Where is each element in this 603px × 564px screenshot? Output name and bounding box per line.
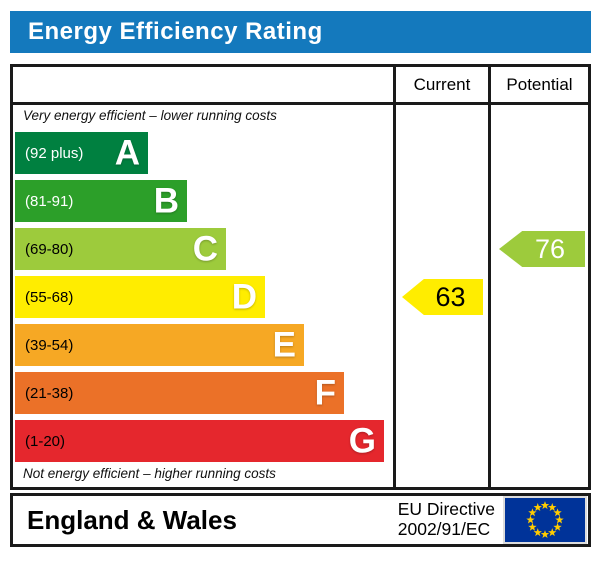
band-range-label: (21-38) <box>25 384 74 402</box>
band-letter: E <box>272 325 296 365</box>
band-letter: C <box>192 229 218 269</box>
band-range-label: (69-80) <box>25 240 74 258</box>
band-g: (1-20) G <box>15 420 384 462</box>
chart-title: Energy Efficiency Rating <box>28 18 323 45</box>
region-label: England & Wales <box>27 504 237 535</box>
potential-rating-value: 76 <box>534 233 566 264</box>
top-note: Very energy efficient – lower running co… <box>23 108 277 123</box>
footer-bar: England & Wales EU Directive 2002/91/EC <box>10 493 591 547</box>
header-divider <box>13 102 588 105</box>
column-header-current: Current <box>413 74 471 94</box>
band-d: (55-68) D <box>15 276 265 318</box>
eu-directive-label: EU Directive 2002/91/EC <box>398 500 495 539</box>
potential-rating-pointer: 76 <box>499 231 585 267</box>
band-letter: F <box>314 373 336 413</box>
band-letter: B <box>153 181 179 221</box>
current-rating-value: 63 <box>435 281 466 312</box>
band-range-label: (39-54) <box>25 336 74 354</box>
band-range-label: (92 plus) <box>25 144 84 162</box>
band-letter: G <box>348 421 376 461</box>
band-a: (92 plus) A <box>15 132 148 174</box>
bottom-note: Not energy efficient – higher running co… <box>23 466 276 481</box>
column-divider-current <box>393 67 396 487</box>
column-header-potential: Potential <box>506 74 573 94</box>
band-letter: A <box>114 133 140 173</box>
band-f: (21-38) F <box>15 372 344 414</box>
band-c: (69-80) C <box>15 228 226 270</box>
eu-directive-line1: EU Directive <box>397 499 495 520</box>
band-range-label: (81-91) <box>25 192 74 210</box>
current-rating-pointer: 63 <box>402 279 483 315</box>
band-e: (39-54) E <box>15 324 304 366</box>
band-range-label: (1-20) <box>25 432 66 450</box>
eu-directive-line2: 2002/91/EC <box>397 519 491 539</box>
rating-bands: (92 plus) A (81-91) B (69-80) C (55-68) D (39-54… <box>15 132 384 462</box>
band-letter: D <box>231 277 257 317</box>
rating-table: Current Potential Very energy efficient … <box>10 64 591 490</box>
eu-flag-icon <box>503 496 587 544</box>
chart-title-bar: Energy Efficiency Rating <box>10 11 591 53</box>
column-divider-potential <box>488 67 491 487</box>
band-range-label: (55-68) <box>25 288 74 306</box>
band-b: (81-91) B <box>15 180 187 222</box>
